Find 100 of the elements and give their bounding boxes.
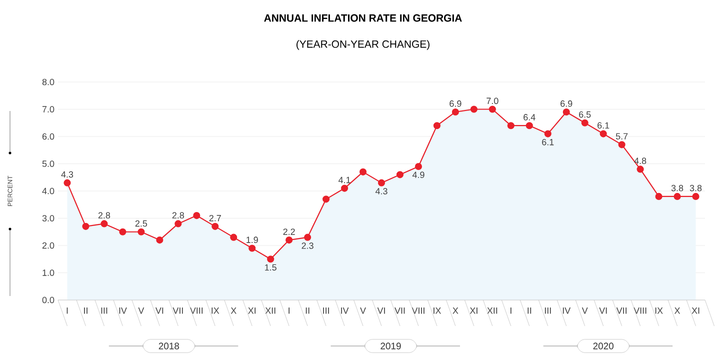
data-label: 2.3 <box>302 242 314 249</box>
data-label: 2.8 <box>172 212 184 219</box>
data-label: 1.9 <box>246 236 258 244</box>
data-label: 6.4 <box>524 114 536 120</box>
point <box>378 179 386 186</box>
point <box>526 122 533 130</box>
x-tick-label: V <box>360 308 366 314</box>
x-tick-label: V <box>138 308 144 314</box>
point <box>396 171 404 178</box>
point <box>655 192 662 200</box>
x-tick-label: VI <box>599 308 607 314</box>
point <box>544 130 552 138</box>
x-tick-label: IX <box>434 308 442 314</box>
point <box>359 168 367 176</box>
point <box>322 196 330 203</box>
x-tick-label: IX <box>212 308 220 314</box>
x-tick-label: IV <box>119 308 127 314</box>
text: 2018 <box>158 342 180 350</box>
chart-subtitle: (YEAR-ON-YEAR CHANGE) <box>296 40 430 50</box>
y-tick-label: 7.0 <box>42 106 54 112</box>
x-tick-label: III <box>544 308 551 314</box>
point <box>174 220 182 228</box>
data-label: 6.1 <box>542 138 554 146</box>
x-tick-label: VIII <box>190 308 203 314</box>
x-tick-label: III <box>323 308 329 314</box>
point <box>452 108 459 116</box>
data-label: 2.5 <box>135 220 148 227</box>
x-tick-label: I <box>510 308 512 314</box>
data-label: 6.1 <box>598 122 610 129</box>
data-label: 2.2 <box>283 228 295 235</box>
x-tick-label: VII <box>172 308 183 314</box>
x-tick-label: V <box>582 308 588 314</box>
x-tick-label: VIII <box>634 308 646 314</box>
point <box>193 212 200 220</box>
point <box>230 234 238 241</box>
data-label: 4.9 <box>412 172 424 178</box>
x-tick-label: VIII <box>412 308 424 314</box>
data-label: 4.1 <box>338 176 350 184</box>
x-tick-label: II <box>528 308 532 314</box>
data-label: 6.5 <box>579 111 591 118</box>
data-label: 6.9 <box>560 100 572 107</box>
point <box>433 122 440 130</box>
x-tick-label: VI <box>377 308 385 314</box>
point <box>414 162 422 170</box>
chart-title: ANNUAL INFLATION RATE IN GEORGIA <box>264 14 462 22</box>
point <box>674 192 681 200</box>
data-label: 5.7 <box>616 133 628 140</box>
x-tick-label: XII <box>265 308 276 314</box>
point <box>581 119 588 126</box>
data-label: 4.3 <box>375 188 388 194</box>
x-tick-label: II <box>306 308 310 314</box>
x-tick-label: II <box>84 308 88 314</box>
x-tick-label: XII <box>487 308 498 314</box>
x-tick-label: I <box>66 308 68 314</box>
text: 2019 <box>380 342 401 350</box>
x-tick-label: VI <box>155 308 164 314</box>
y-tick-label: 1.0 <box>42 270 54 276</box>
data-label: 2.7 <box>209 214 221 222</box>
x-tick-label: X <box>674 308 680 314</box>
x-tick-label: IV <box>341 308 349 314</box>
x-tick-label: VII <box>616 308 626 314</box>
x-tick-label: IX <box>655 308 663 314</box>
point <box>82 222 90 230</box>
x-tick-label: XI <box>470 308 478 314</box>
point <box>248 244 256 252</box>
data-label: 4.8 <box>634 158 646 164</box>
x-tick-label: IV <box>562 308 571 314</box>
y-tick-label: 5.0 <box>42 160 54 167</box>
x-tick-label: III <box>101 308 108 314</box>
y-tick-label: 6.0 <box>42 133 54 140</box>
point <box>618 141 626 148</box>
point <box>470 106 478 113</box>
point <box>636 166 644 173</box>
point <box>100 220 108 228</box>
y-tick-label: 8.0 <box>42 78 54 86</box>
point <box>562 108 570 116</box>
point <box>507 122 514 130</box>
x-tick-label: VII <box>394 308 405 314</box>
data-label: 3.8 <box>690 184 702 192</box>
point <box>119 228 126 236</box>
data-label: 6.9 <box>450 100 462 107</box>
x-tick-label: X <box>230 308 236 314</box>
y-tick-label: 2.0 <box>42 242 54 249</box>
point <box>64 179 71 186</box>
y-tick-label: 3.0 <box>42 215 54 222</box>
x-tick-label: I <box>288 308 290 314</box>
point <box>156 236 164 244</box>
point <box>138 228 145 236</box>
data-label: 4.3 <box>61 171 74 178</box>
data-label: 3.8 <box>671 184 684 192</box>
point <box>286 236 293 244</box>
data-label: 2.8 <box>98 212 110 219</box>
y-tick-label: 4.0 <box>42 188 54 194</box>
text: 2020 <box>593 342 614 350</box>
point <box>340 184 348 192</box>
data-label: 1.5 <box>265 264 276 271</box>
y-tick-label: 0.0 <box>42 296 54 304</box>
x-tick-label: XI <box>248 308 256 314</box>
data-label: 7.0 <box>486 98 498 104</box>
point <box>692 192 700 200</box>
